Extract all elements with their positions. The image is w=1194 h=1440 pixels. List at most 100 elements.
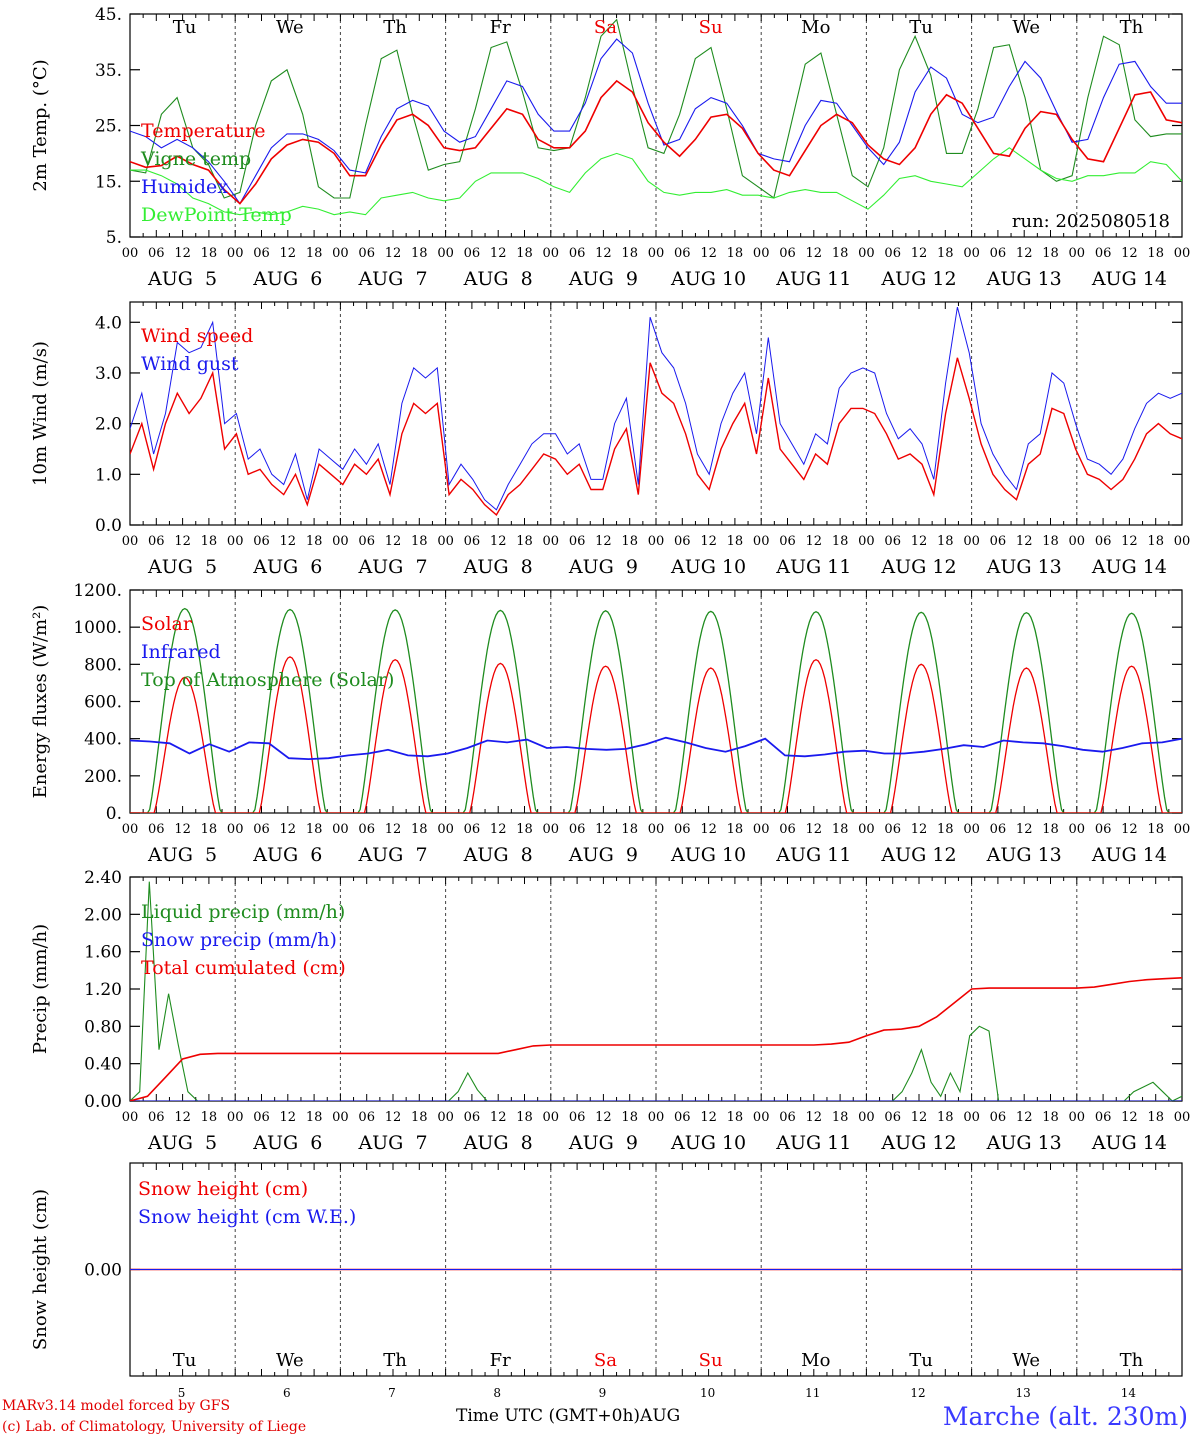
weekday-label: We xyxy=(1012,1350,1040,1371)
hour-tick-label: 18 xyxy=(306,534,323,549)
legend-entry: Wind speed xyxy=(141,325,253,347)
hour-tick-label: 06 xyxy=(674,1110,691,1125)
hour-tick-label: 06 xyxy=(253,822,270,837)
y-tick-label: 1200. xyxy=(73,581,122,601)
hour-tick-label: 18 xyxy=(727,534,744,549)
hour-tick-label: 18 xyxy=(727,246,744,261)
hour-tick-label: 18 xyxy=(1147,246,1164,261)
hour-tick-label: 06 xyxy=(148,246,165,261)
day-number-label: 7 xyxy=(388,1386,396,1400)
day-number-label: 12 xyxy=(910,1386,925,1400)
weekday-label: Sa xyxy=(594,17,617,38)
day-number-label: 5 xyxy=(178,1386,186,1400)
hour-tick-label: 06 xyxy=(674,822,691,837)
hour-tick-label: 06 xyxy=(358,246,375,261)
station-name: Marche (alt. 230m) xyxy=(942,1402,1188,1431)
date-label: AUG 11 xyxy=(775,556,851,578)
date-label: AUG 7 xyxy=(357,1132,427,1154)
weekday-label: Th xyxy=(383,17,407,38)
humidex-line xyxy=(130,38,1182,205)
day-number-label: 13 xyxy=(1016,1386,1031,1400)
hour-tick-label: 00 xyxy=(332,1110,349,1125)
hour-tick-label: 00 xyxy=(858,246,875,261)
hour-tick-label: 12 xyxy=(385,246,402,261)
date-label: AUG 13 xyxy=(986,556,1062,578)
y-tick-label: 0. xyxy=(106,804,122,824)
hour-tick-label: 18 xyxy=(832,246,849,261)
hour-tick-label: 00 xyxy=(332,246,349,261)
panel-1 xyxy=(129,13,1183,238)
day-number-label: 10 xyxy=(700,1386,715,1400)
date-label: AUG 5 xyxy=(147,1132,217,1154)
hour-tick-label: 12 xyxy=(595,534,612,549)
model-credit: MARv3.14 model forced by GFS xyxy=(2,1398,231,1414)
hour-tick-label: 12 xyxy=(911,246,928,261)
hour-tick-label: 00 xyxy=(1069,1110,1086,1125)
hour-tick-label: 00 xyxy=(963,534,980,549)
hour-tick-label: 18 xyxy=(832,822,849,837)
hour-tick-label: 06 xyxy=(464,822,481,837)
date-label: AUG 9 xyxy=(568,556,638,578)
hour-tick-label: 00 xyxy=(1174,822,1191,837)
hour-tick-label: 18 xyxy=(832,1110,849,1125)
y-tick-label: 4.0 xyxy=(95,313,122,333)
hour-tick-label: 00 xyxy=(1174,1110,1191,1125)
lab-credit: (c) Lab. of Climatology, University of L… xyxy=(2,1419,307,1435)
hour-tick-label: 00 xyxy=(437,822,454,837)
weekday-label: Fr xyxy=(490,1350,511,1371)
hour-tick-label: 00 xyxy=(858,534,875,549)
date-label: AUG 7 xyxy=(357,268,427,290)
panel-2 xyxy=(129,301,1183,526)
date-label: AUG 8 xyxy=(463,268,533,290)
hour-tick-label: 06 xyxy=(148,822,165,837)
hour-tick-label: 18 xyxy=(727,1110,744,1125)
y-tick-label: 1.20 xyxy=(84,980,122,1000)
hour-tick-label: 12 xyxy=(174,534,191,549)
hour-tick-label: 00 xyxy=(1174,246,1191,261)
hour-tick-label: 18 xyxy=(201,534,218,549)
y-tick-label: 0.0 xyxy=(95,516,122,536)
hour-tick-label: 00 xyxy=(648,1110,665,1125)
weekday-label: We xyxy=(276,1350,304,1371)
hour-tick-label: 06 xyxy=(884,822,901,837)
hour-tick-label: 06 xyxy=(253,534,270,549)
hour-tick-label: 06 xyxy=(779,822,796,837)
legend-entry: Snow height (cm) xyxy=(138,1178,308,1200)
y-axis-label: 2m Temp. (°C) xyxy=(30,59,51,191)
date-label: AUG 14 xyxy=(1091,1132,1167,1154)
y-tick-label: 35. xyxy=(95,61,122,81)
hour-tick-label: 12 xyxy=(174,822,191,837)
series-group xyxy=(130,607,1182,813)
hour-tick-label: 12 xyxy=(1121,822,1138,837)
hour-tick-label: 12 xyxy=(1121,1110,1138,1125)
legend-entry: Temperature xyxy=(141,120,265,142)
infrared-line xyxy=(130,736,1182,761)
hour-tick-label: 06 xyxy=(990,822,1007,837)
hour-tick-label: 06 xyxy=(990,246,1007,261)
hour-tick-label: 12 xyxy=(1016,1110,1033,1125)
hour-tick-label: 12 xyxy=(1121,534,1138,549)
date-label: AUG 9 xyxy=(568,268,638,290)
hour-tick-label: 06 xyxy=(884,534,901,549)
y-tick-label: 0.80 xyxy=(84,1017,122,1037)
hour-tick-label: 12 xyxy=(385,1110,402,1125)
hour-tick-label: 06 xyxy=(1095,822,1112,837)
hour-tick-label: 06 xyxy=(464,1110,481,1125)
hour-tick-label: 18 xyxy=(516,534,533,549)
hour-tick-label: 06 xyxy=(569,822,586,837)
series-group xyxy=(130,18,1182,216)
y-tick-label: 45. xyxy=(95,5,122,25)
date-label: AUG 9 xyxy=(568,1132,638,1154)
y-tick-label: 0.00 xyxy=(84,1092,122,1112)
date-label: AUG 10 xyxy=(670,1132,746,1154)
y-tick-label: 1.0 xyxy=(95,465,122,485)
hour-tick-label: 18 xyxy=(621,1110,638,1125)
hour-tick-label: 12 xyxy=(595,246,612,261)
hour-tick-label: 00 xyxy=(122,1110,139,1125)
dewpoint-temp-line xyxy=(130,147,1182,216)
hour-tick-label: 00 xyxy=(227,534,244,549)
wind-gust-line xyxy=(130,306,1182,511)
weekday-label: We xyxy=(276,17,304,38)
hour-tick-label: 06 xyxy=(569,534,586,549)
date-label: AUG 6 xyxy=(252,844,322,866)
